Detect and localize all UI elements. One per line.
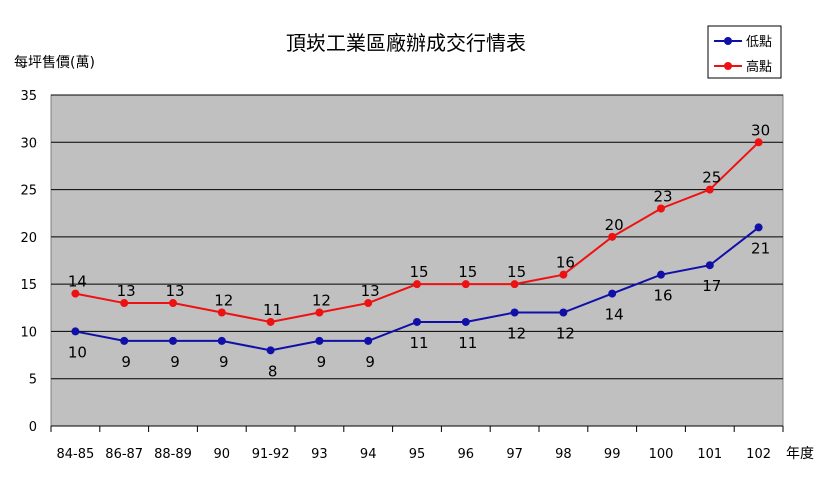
data-label-0-3: 9: [219, 353, 229, 371]
data-label-1-8: 15: [458, 263, 477, 281]
data-label-0-4: 8: [268, 362, 278, 380]
data-point-0-8: [461, 317, 470, 326]
data-point-0-11: [608, 289, 617, 298]
data-label-0-5: 9: [317, 353, 327, 371]
data-label-1-9: 15: [507, 263, 526, 281]
data-label-1-6: 13: [361, 282, 380, 300]
data-point-1-0: [71, 289, 80, 298]
data-point-1-9: [510, 280, 519, 289]
data-point-1-5: [315, 308, 324, 317]
x-tick-label-10: 98: [555, 447, 572, 462]
data-label-0-12: 16: [653, 287, 672, 305]
x-tick-label-13: 101: [697, 447, 722, 462]
data-point-0-5: [315, 336, 324, 345]
data-label-1-12: 23: [653, 187, 672, 205]
data-label-1-4: 11: [263, 301, 282, 319]
data-point-1-2: [169, 299, 177, 308]
legend-label-0: 低點: [746, 35, 772, 50]
data-label-1-5: 12: [312, 292, 331, 310]
data-point-0-7: [413, 317, 421, 326]
y-tick-label-5: 25: [20, 184, 37, 199]
data-label-1-11: 20: [605, 216, 624, 234]
data-label-1-0: 14: [68, 273, 87, 291]
legend-box: [707, 25, 782, 79]
x-tick-label-5: 93: [311, 447, 328, 462]
data-label-0-14: 21: [751, 239, 770, 257]
x-tick-label-8: 96: [458, 447, 475, 462]
x-tick-label-12: 100: [649, 447, 674, 462]
data-point-1-1: [120, 299, 129, 308]
data-label-0-1: 9: [121, 353, 131, 371]
plot-background: [50, 94, 784, 427]
legend-label-1: 高點: [746, 59, 772, 75]
data-point-0-3: [217, 336, 226, 345]
y-tick-label-6: 30: [20, 136, 37, 151]
x-tick-label-3: 90: [214, 447, 231, 462]
data-point-0-6: [364, 336, 373, 345]
data-label-1-3: 12: [214, 292, 233, 310]
x-tick-label-14: 102: [746, 447, 771, 462]
data-point-1-8: [461, 280, 470, 289]
x-tick-label-7: 95: [409, 447, 426, 462]
x-tick-label-11: 99: [604, 447, 621, 462]
y-tick-label-7: 35: [20, 89, 37, 104]
data-point-0-2: [169, 336, 177, 345]
data-label-0-0: 10: [68, 343, 87, 361]
data-label-1-13: 25: [702, 169, 721, 187]
plot-area: 0 5 10 15 20 25 30 35 84-85 86-87 88-89 90 91-92 93 94…: [20, 89, 784, 462]
x-tick-label-0: 84-85: [57, 447, 95, 462]
data-label-0-10: 12: [556, 325, 575, 343]
legend-marker-1: [724, 62, 732, 70]
y-tick-label-1: 5: [29, 373, 37, 388]
data-label-0-8: 11: [458, 334, 477, 352]
y-tick-label-4: 20: [20, 231, 37, 246]
data-point-0-10: [559, 308, 568, 317]
data-point-0-1: [120, 336, 129, 345]
data-label-0-13: 17: [702, 277, 721, 295]
data-point-1-7: [413, 280, 421, 289]
data-point-1-13: [705, 185, 714, 194]
x-tick-label-9: 97: [506, 447, 523, 462]
data-point-1-10: [559, 270, 568, 279]
data-label-1-10: 16: [556, 254, 575, 272]
x-tick-label-6: 94: [360, 447, 377, 462]
chart-title: 頂崁工業區廠辦成交行情表: [286, 31, 526, 55]
x-tick-label-2: 88-89: [154, 447, 192, 462]
data-point-0-13: [705, 261, 714, 270]
data-point-0-9: [510, 308, 519, 317]
data-point-0-14: [754, 223, 763, 232]
data-label-0-7: 11: [409, 334, 428, 352]
legend-marker-0: [724, 37, 732, 45]
data-point-0-4: [266, 346, 275, 355]
data-point-1-11: [608, 232, 617, 241]
data-label-1-2: 13: [165, 282, 184, 300]
data-label-1-7: 15: [409, 263, 428, 281]
y-tick-label-0: 0: [29, 420, 37, 435]
data-point-1-3: [217, 308, 226, 317]
data-point-1-12: [657, 204, 665, 213]
data-point-1-6: [364, 299, 373, 308]
x-axis-title: 年度: [786, 446, 814, 462]
y-tick-label-2: 10: [20, 325, 37, 340]
x-tick-label-1: 86-87: [105, 447, 143, 462]
data-label-0-9: 12: [507, 325, 526, 343]
y-tick-label-3: 15: [20, 278, 37, 293]
data-point-1-4: [266, 317, 275, 326]
data-label-0-11: 14: [605, 306, 624, 324]
x-tick-label-4: 91-92: [252, 447, 290, 462]
data-point-1-14: [754, 138, 763, 147]
data-point-0-12: [657, 270, 665, 279]
data-label-1-14: 30: [751, 121, 770, 139]
data-label-1-1: 13: [117, 282, 136, 300]
data-label-0-2: 9: [170, 353, 180, 371]
data-point-0-0: [71, 327, 80, 336]
data-label-0-6: 9: [365, 353, 375, 371]
y-axis-title: 每坪售價(萬): [14, 54, 95, 71]
